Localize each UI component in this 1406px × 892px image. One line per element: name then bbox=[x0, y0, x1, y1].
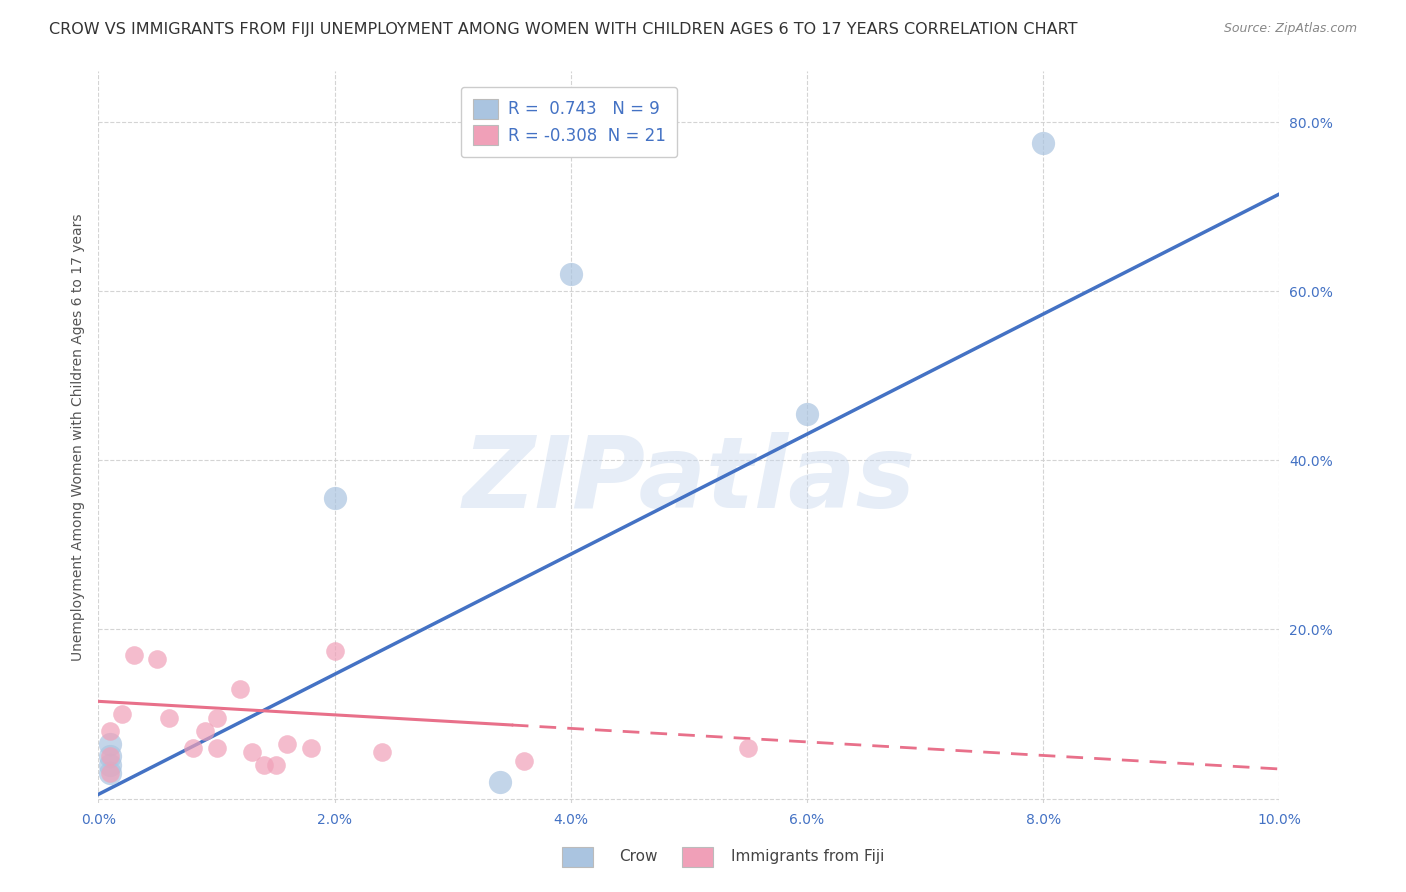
Point bbox=[229, 681, 252, 696]
Point bbox=[98, 749, 121, 764]
Text: CROW VS IMMIGRANTS FROM FIJI UNEMPLOYMENT AMONG WOMEN WITH CHILDREN AGES 6 TO 17: CROW VS IMMIGRANTS FROM FIJI UNEMPLOYMEN… bbox=[49, 22, 1078, 37]
Point bbox=[205, 740, 228, 755]
Point bbox=[323, 643, 346, 657]
Point bbox=[253, 757, 276, 772]
Point bbox=[512, 754, 534, 768]
Text: Crow: Crow bbox=[619, 849, 657, 863]
Point bbox=[323, 491, 346, 506]
Point bbox=[146, 652, 169, 666]
Point bbox=[737, 740, 759, 755]
Point bbox=[98, 766, 121, 780]
Point bbox=[489, 774, 512, 789]
Legend: R =  0.743   N = 9, R = -0.308  N = 21: R = 0.743 N = 9, R = -0.308 N = 21 bbox=[461, 87, 678, 157]
Point bbox=[98, 749, 121, 764]
Point bbox=[240, 745, 263, 759]
Text: ZIPatlas: ZIPatlas bbox=[463, 433, 915, 530]
Point bbox=[1032, 136, 1054, 151]
Point bbox=[299, 740, 322, 755]
Y-axis label: Unemployment Among Women with Children Ages 6 to 17 years: Unemployment Among Women with Children A… bbox=[70, 213, 84, 661]
Point bbox=[181, 740, 204, 755]
Point bbox=[98, 737, 121, 751]
Point bbox=[98, 757, 121, 772]
Point bbox=[194, 723, 217, 738]
Point bbox=[560, 268, 582, 282]
Point bbox=[111, 706, 134, 721]
Point bbox=[205, 711, 228, 725]
Point bbox=[98, 723, 121, 738]
Point bbox=[371, 745, 394, 759]
Point bbox=[276, 737, 298, 751]
Point bbox=[796, 407, 818, 421]
Point bbox=[157, 711, 180, 725]
Text: Immigrants from Fiji: Immigrants from Fiji bbox=[731, 849, 884, 863]
Point bbox=[122, 648, 145, 662]
Point bbox=[264, 757, 287, 772]
Text: Source: ZipAtlas.com: Source: ZipAtlas.com bbox=[1223, 22, 1357, 36]
Point bbox=[98, 766, 121, 780]
